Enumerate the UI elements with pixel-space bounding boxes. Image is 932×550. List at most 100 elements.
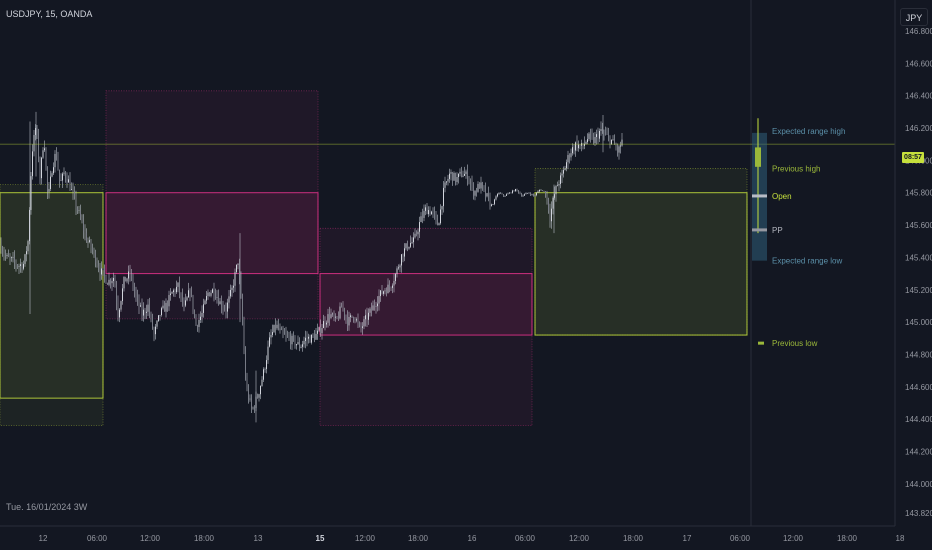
candle-body	[527, 192, 528, 194]
candle-body	[344, 308, 345, 316]
candle-body	[284, 333, 285, 335]
x-tick-label: 12:00	[783, 534, 804, 543]
candle-body	[47, 167, 48, 192]
candle-body	[140, 305, 141, 307]
candle-body	[251, 398, 252, 409]
candle-body	[216, 297, 218, 298]
candle-body	[249, 398, 251, 400]
candle-body	[366, 315, 368, 320]
candle-body	[146, 311, 147, 313]
candle-body	[570, 153, 572, 158]
candle-body	[447, 178, 449, 182]
candle-body	[437, 217, 438, 226]
candle-body	[429, 210, 431, 215]
session-zones	[0, 90, 748, 427]
candle-body	[134, 287, 135, 292]
candle-body	[276, 324, 278, 329]
candle-body	[101, 268, 102, 275]
candle-body	[44, 148, 45, 151]
level-label: Expected range low	[772, 257, 842, 266]
candle-body	[32, 151, 33, 177]
candle-body	[368, 312, 369, 320]
candle-body	[141, 305, 143, 316]
candle-body	[72, 189, 74, 193]
candle-body	[83, 221, 84, 232]
candle-body	[618, 146, 620, 153]
candle-body	[402, 254, 404, 257]
candle-body	[398, 267, 399, 269]
candle-body	[441, 206, 443, 210]
candle-body	[290, 337, 291, 345]
x-tick-label: 12	[39, 534, 48, 543]
candle-body	[549, 210, 551, 222]
candle-body	[279, 328, 281, 330]
candle-body	[471, 183, 473, 185]
candle-body	[156, 320, 158, 327]
currency-button[interactable]: JPY	[900, 8, 928, 26]
candle-body	[581, 143, 582, 146]
candle-body	[282, 329, 284, 334]
zone-outer-range	[105, 90, 319, 320]
candle-body	[620, 145, 621, 147]
candle-body	[203, 304, 204, 313]
session-body	[755, 147, 761, 167]
candle-body	[270, 334, 272, 338]
candle-body	[479, 184, 480, 189]
candle-body	[465, 171, 467, 175]
candle-body	[111, 280, 113, 284]
x-tick-label: 17	[683, 534, 692, 543]
candle-body	[500, 192, 501, 194]
candle-body	[3, 252, 5, 255]
candle-body	[227, 302, 228, 312]
candle-body	[221, 301, 222, 308]
candle-body	[602, 129, 603, 133]
candle-body	[288, 336, 290, 338]
candle-body	[494, 199, 495, 205]
candle-body	[275, 324, 276, 329]
candle-body	[557, 185, 558, 187]
candle-body	[210, 292, 212, 296]
candle-body	[176, 286, 177, 293]
candle-body	[540, 189, 542, 191]
candle-body	[495, 196, 497, 200]
candle-body	[42, 150, 44, 158]
candle-body	[350, 315, 351, 317]
candle-body	[404, 248, 405, 257]
candle-body	[491, 204, 492, 207]
candle-body	[455, 172, 456, 182]
candle-body	[611, 139, 612, 144]
zone-inner-range	[0, 192, 104, 399]
candle-body	[41, 157, 42, 179]
candle-body	[497, 194, 498, 197]
candle-body	[425, 207, 426, 211]
candle-body	[209, 292, 210, 296]
candle-body	[387, 284, 389, 294]
candle-body	[230, 290, 231, 297]
x-tick-label: 18	[896, 534, 905, 543]
y-tick-label: 145.200	[905, 286, 932, 295]
symbol-title[interactable]: USDJPY, 15, OANDA	[6, 9, 93, 19]
candle-body	[233, 285, 234, 288]
candle-body	[524, 194, 525, 196]
candle-body	[317, 330, 318, 334]
candle-body	[533, 194, 534, 196]
level-label: Previous high	[772, 164, 820, 173]
candle-body	[413, 237, 414, 243]
y-tick-label: 145.000	[905, 318, 932, 327]
candle-body	[218, 297, 219, 305]
candle-body	[554, 194, 555, 198]
candle-body	[219, 301, 221, 305]
candle-body	[98, 265, 99, 269]
candle-body	[536, 192, 537, 196]
candle-body	[155, 326, 156, 335]
candle-body	[443, 187, 444, 207]
candle-body	[231, 287, 233, 291]
candle-body	[306, 337, 308, 339]
candle-body	[194, 310, 195, 316]
x-tick-label: 13	[254, 534, 263, 543]
candle-body	[125, 276, 126, 282]
candle-body	[516, 189, 518, 191]
candle-body	[414, 233, 416, 238]
